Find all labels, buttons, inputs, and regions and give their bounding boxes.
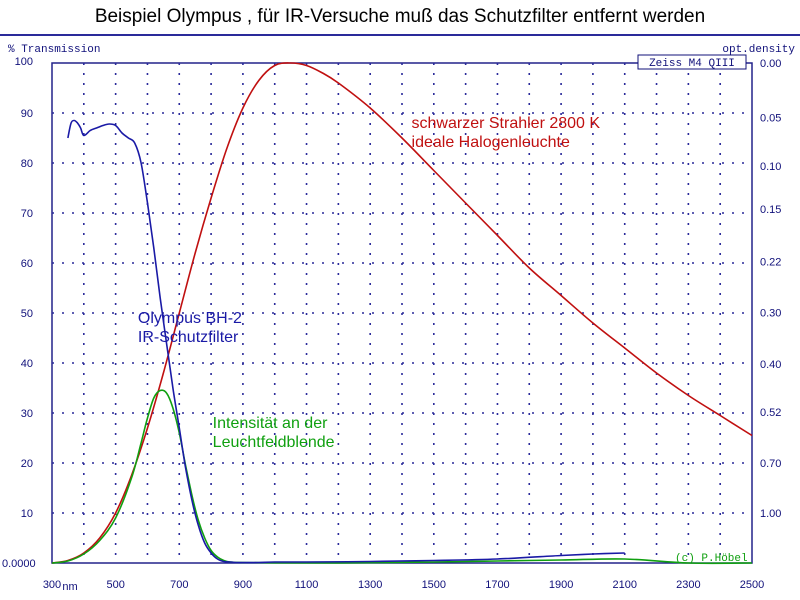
y2-tick-label: 0.05 <box>760 113 781 125</box>
x-tick-label: 2100 <box>612 579 636 591</box>
grid <box>52 63 752 563</box>
y2-tick-label: 0.00 <box>760 58 781 70</box>
y2-tick-label: 0.52 <box>760 407 781 419</box>
y-tick-label: 40 <box>21 358 33 370</box>
series-label-line: Olympus BH-2 <box>138 310 242 327</box>
y-tick-label: 100 <box>15 56 33 68</box>
x-axis-unit: nm <box>62 581 77 593</box>
x-tick-label: 2500 <box>740 579 764 591</box>
x-tick-label: 1900 <box>549 579 573 591</box>
x-tick-label: 1100 <box>295 579 319 591</box>
y2-tick-label: 0.70 <box>760 458 781 470</box>
y-tick-label: 60 <box>21 258 33 270</box>
title-bar: Beispiel Olympus , für IR-Versuche muß d… <box>0 0 800 36</box>
x-tick-label: 1700 <box>485 579 509 591</box>
y-tick-label: 70 <box>21 208 33 220</box>
y2-tick-label: 0.10 <box>760 161 781 173</box>
x-tick-label: 500 <box>106 579 124 591</box>
y2-tick-label: 0.15 <box>760 204 781 216</box>
series-label-line: ideale Halogenleuchte <box>412 134 570 151</box>
series-layer <box>51 62 753 565</box>
y-tick-label: 20 <box>21 458 33 470</box>
y-tick-label: 90 <box>21 108 33 120</box>
series-label-line: IR-Schutzfilter <box>138 329 239 346</box>
y2-tick-label: 0.30 <box>760 308 781 320</box>
series-label-1: schwarzer Strahler 2800 K ideale Halogenl… <box>412 115 601 151</box>
copyright-label: (c) P.Höbel <box>675 553 748 565</box>
axes: % Transmission opt.density Zeiss M4 QIII 0.… <box>2 44 795 593</box>
x-tick-label: 1300 <box>358 579 382 591</box>
x-tick-label: 900 <box>234 579 252 591</box>
x-tick-label: 300 <box>43 579 61 591</box>
x-tick-label: 700 <box>170 579 188 591</box>
y-axis-label: % Transmission <box>8 44 100 56</box>
y2-tick-label: 0.40 <box>760 359 781 371</box>
series-line-2 <box>51 389 753 565</box>
y-tick-label: 30 <box>21 408 33 420</box>
x-tick-label: 1500 <box>422 579 446 591</box>
chart-title: Beispiel Olympus , für IR-Versuche muß d… <box>94 6 706 27</box>
y2-tick-label: 0.22 <box>760 257 781 269</box>
series-label-0: Olympus BH-2 IR-Schutzfilter <box>138 310 242 346</box>
instrument-badge <box>637 54 747 70</box>
series-labels: Olympus BH-2 IR-Schutzfilter schwarzer Str… <box>138 115 600 451</box>
series-line-0 <box>67 119 625 564</box>
series-label-line: Intensität an der <box>213 415 328 432</box>
instrument-label: Zeiss M4 QIII <box>649 58 735 70</box>
x-tick-label: 2300 <box>676 579 700 591</box>
series-label-line: Leuchtfeldblende <box>213 434 335 451</box>
y-tick-label: 50 <box>21 308 33 320</box>
series-label-line: schwarzer Strahler 2800 K <box>412 115 601 132</box>
y-tick-label: 10 <box>21 508 33 520</box>
y2-tick-label: 1.00 <box>760 508 781 520</box>
y-tick-label: 0.0000 <box>2 558 36 570</box>
y2-axis-label: opt.density <box>722 44 795 56</box>
series-label-2: Intensität an der Leuchtfeldblende <box>213 415 335 451</box>
y-tick-label: 80 <box>21 158 33 170</box>
